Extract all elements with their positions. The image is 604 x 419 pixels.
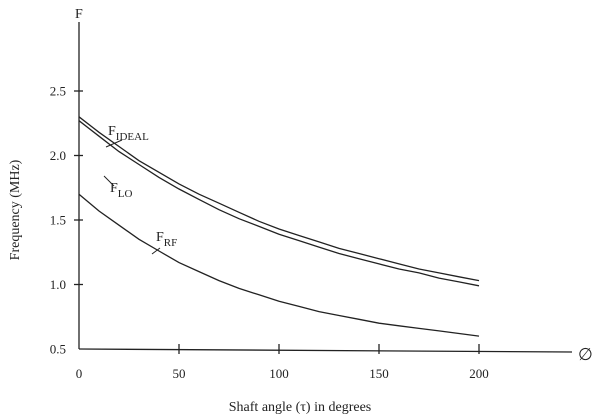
x-tick-label: 200 bbox=[469, 366, 489, 381]
x-axis-title: Shaft angle (τ) in degrees bbox=[229, 400, 371, 415]
series-label-lo: FLO bbox=[110, 181, 133, 200]
series-line-ideal bbox=[78, 116, 480, 282]
y-axis-symbol: F bbox=[75, 7, 83, 22]
y-tick-label: 0.5 bbox=[50, 342, 66, 357]
ticks: 0 50 100 150 200 0.5 1.0 1.5 2.0 2.5 bbox=[50, 84, 489, 382]
leader-line bbox=[103, 175, 115, 187]
series-line-rf bbox=[78, 193, 480, 337]
x-tick-label: 150 bbox=[369, 366, 389, 381]
y-tick-label: 1.5 bbox=[50, 213, 66, 228]
x-tick-label: 100 bbox=[269, 366, 289, 381]
leader-line bbox=[151, 247, 161, 255]
x-tick-label: 50 bbox=[173, 366, 186, 381]
curves bbox=[78, 116, 480, 337]
series-label-ideal: FIDEAL bbox=[108, 124, 149, 143]
axes bbox=[78, 22, 573, 353]
x-axis bbox=[78, 348, 573, 353]
y-tick-label: 1.0 bbox=[50, 277, 66, 292]
series-label-rf: FRF bbox=[156, 230, 177, 249]
y-tick-label: 2.0 bbox=[50, 148, 66, 163]
series-line-lo bbox=[78, 120, 480, 287]
x-tick-label: 0 bbox=[76, 366, 83, 381]
x-axis-symbol: ∅ bbox=[578, 345, 593, 364]
y-tick-label: 2.5 bbox=[50, 84, 66, 99]
curve-labels: FIDEAL FLO FRF bbox=[103, 124, 177, 255]
y-axis-title: Frequency (MHz) bbox=[8, 159, 23, 260]
leader-line bbox=[105, 139, 123, 148]
